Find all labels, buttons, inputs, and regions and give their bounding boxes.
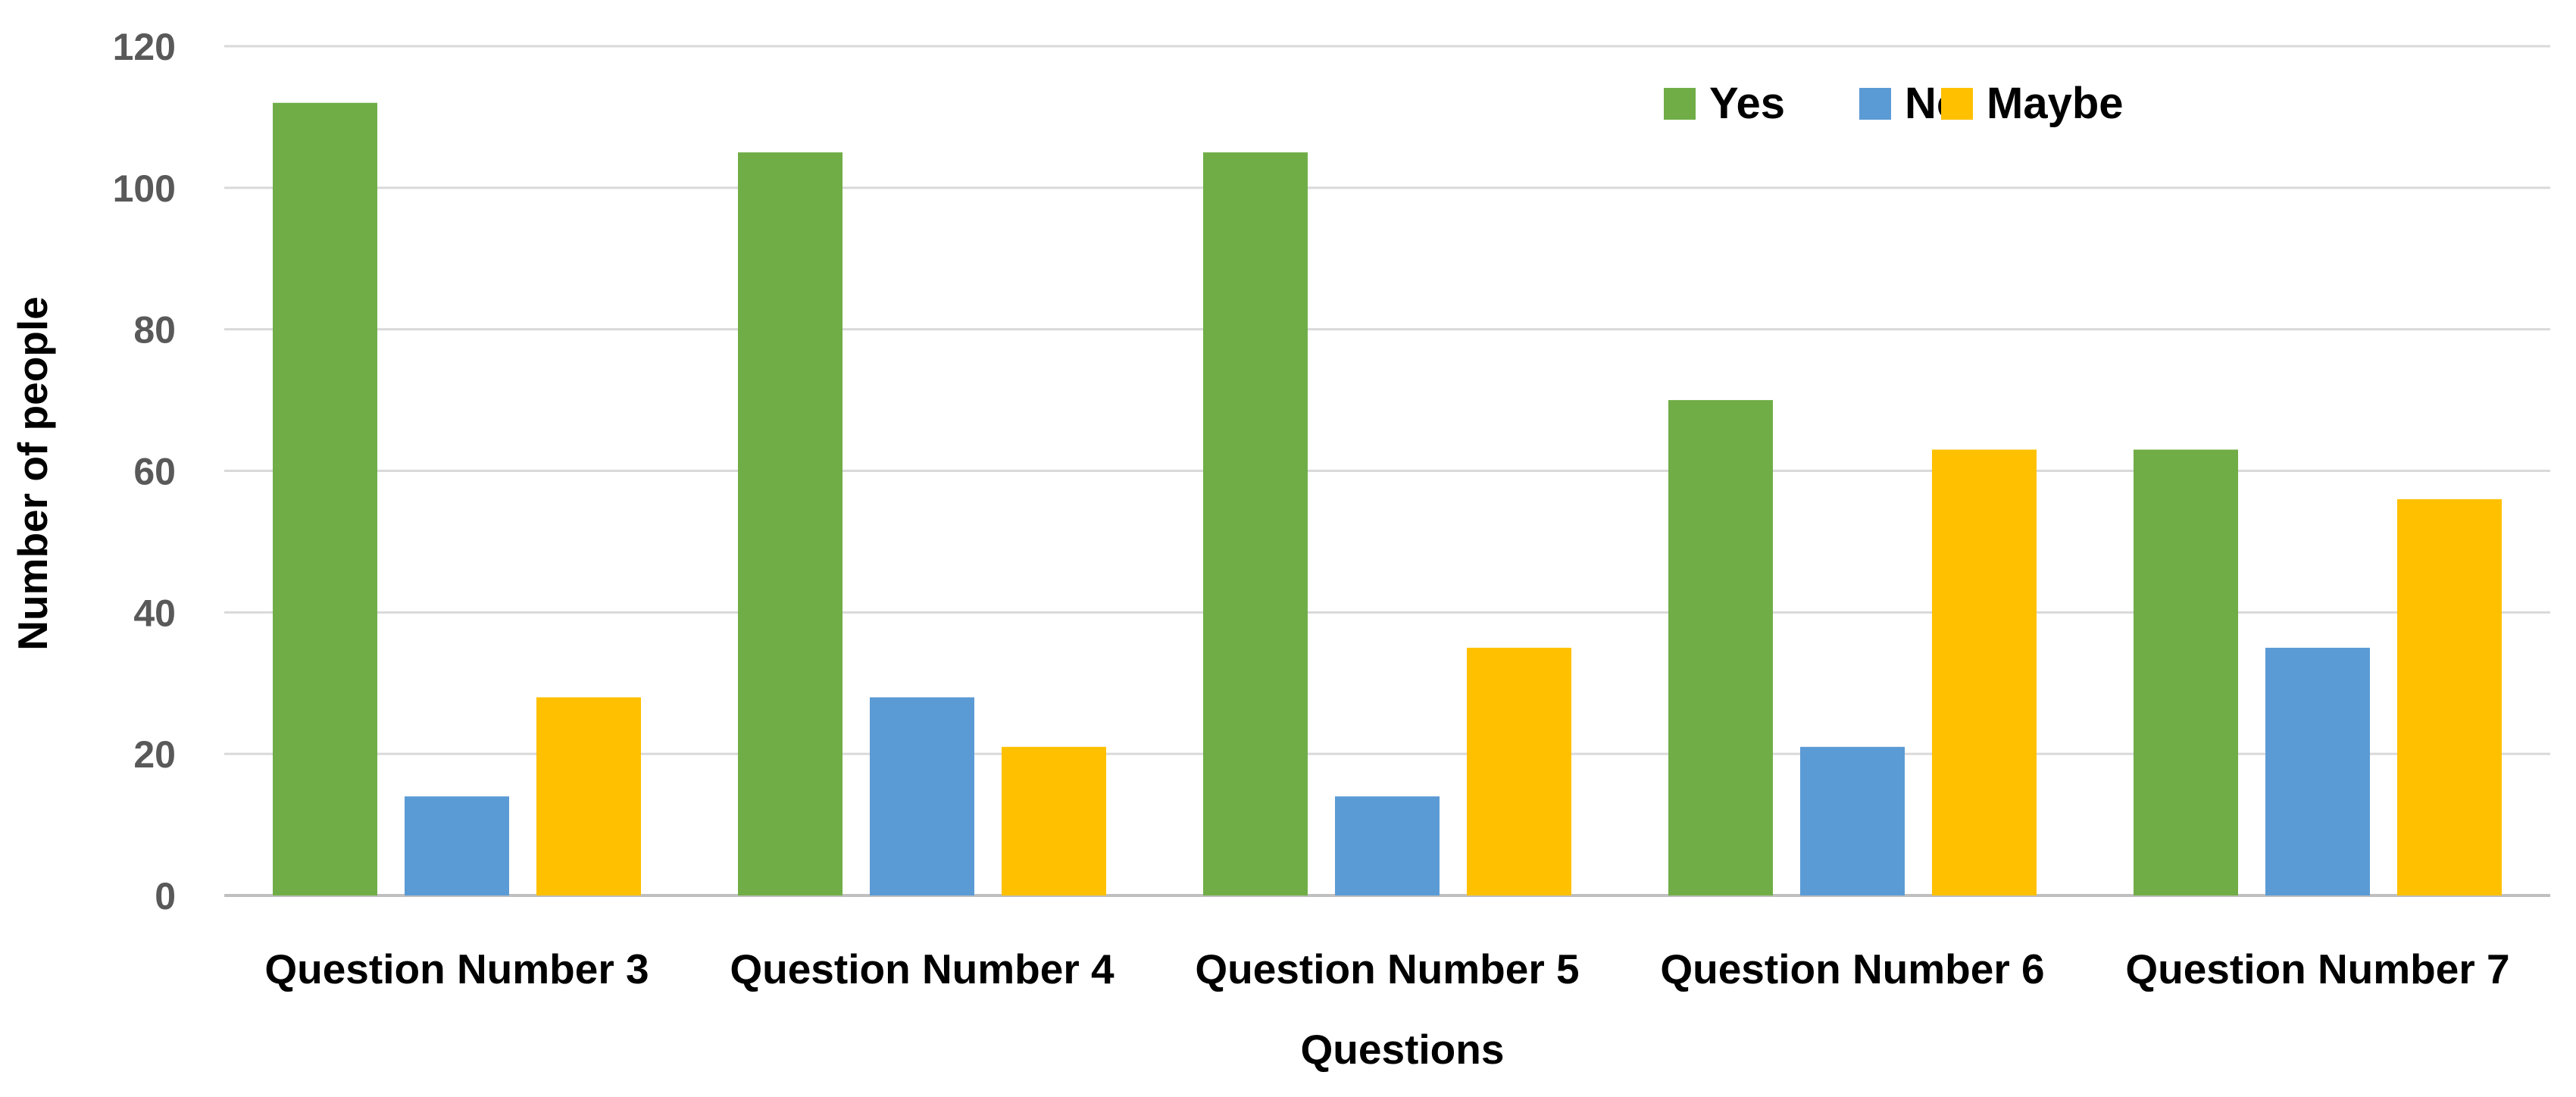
bar-yes-1 [273, 102, 377, 895]
y-tick-label: 120 [113, 26, 176, 68]
legend-swatch-no [1859, 88, 1891, 120]
bars [273, 102, 2502, 895]
bar-yes-3 [1203, 152, 1308, 895]
bar-maybe-3 [1467, 648, 1571, 895]
x-category-labels: Question Number 3 Question Number 4 Questi… [264, 945, 2509, 992]
y-axis-title: Number of people [9, 296, 56, 651]
bar-yes-4 [1668, 400, 1773, 895]
y-tick-labels: 0 20 40 60 80 100 120 [113, 26, 176, 917]
x-category-label: Question Number 5 [1195, 945, 1579, 992]
legend-swatch-maybe [1941, 88, 1973, 120]
bar-no-1 [405, 796, 509, 895]
bar-maybe-4 [1932, 449, 2037, 895]
bar-no-2 [870, 697, 974, 895]
y-tick-label: 60 [133, 451, 176, 493]
x-category-label: Question Number 6 [1660, 945, 2044, 992]
x-category-label: Question Number 4 [730, 945, 1114, 992]
bar-no-4 [1800, 746, 1905, 895]
bar-maybe-1 [536, 697, 641, 895]
bar-no-3 [1335, 796, 1440, 895]
y-tick-label: 100 [113, 167, 176, 210]
legend-label-yes: Yes [1709, 79, 1785, 128]
legend: Yes No Maybe [1664, 79, 2124, 128]
bar-maybe-5 [2397, 498, 2502, 895]
y-tick-label: 80 [133, 309, 176, 352]
y-tick-label: 40 [133, 592, 176, 634]
legend-label-maybe: Maybe [1987, 79, 2124, 128]
y-tick-label: 0 [155, 875, 176, 917]
y-tick-label: 20 [133, 733, 176, 776]
legend-swatch-yes [1664, 88, 1696, 120]
bar-yes-5 [2134, 449, 2238, 895]
x-category-label: Question Number 7 [2125, 945, 2509, 992]
bar-maybe-2 [1002, 746, 1106, 895]
bar-no-5 [2265, 648, 2370, 895]
x-axis-title: Questions [1301, 1026, 1505, 1073]
bar-yes-2 [738, 152, 843, 895]
x-category-label: Question Number 3 [264, 945, 649, 992]
